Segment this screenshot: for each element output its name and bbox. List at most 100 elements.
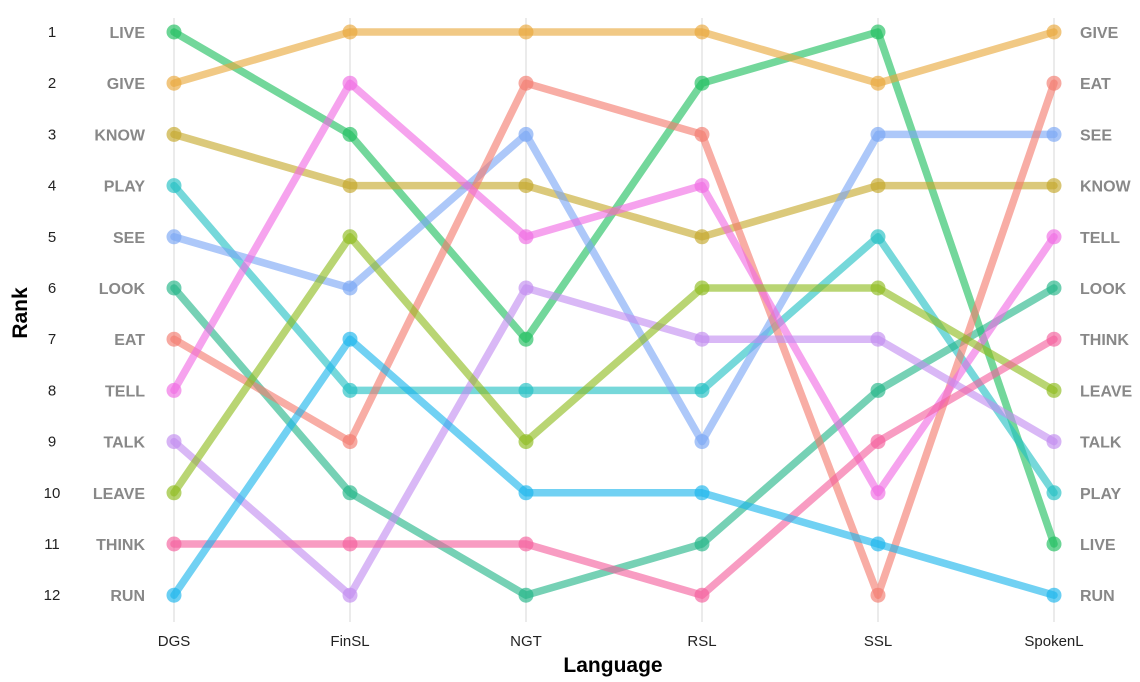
point-give-rsl <box>694 24 710 40</box>
left-label-see: SEE <box>113 230 145 247</box>
point-talk-rsl <box>694 331 710 347</box>
right-label-run: RUN <box>1080 588 1115 605</box>
point-think-ngt <box>518 536 534 552</box>
point-play-dgs <box>166 178 182 194</box>
x-tick-labels: DGS FinSL NGT RSL SSL SpokenL <box>158 633 1084 650</box>
left-label-give: GIVE <box>107 76 146 93</box>
right-label-leave: LEAVE <box>1080 383 1132 400</box>
left-label-talk: TALK <box>104 435 146 452</box>
grid-lines <box>173 18 1055 622</box>
right-label-tell: TELL <box>1080 230 1120 247</box>
left-word-labels: LIVE GIVE KNOW PLAY SEE LOOK EAT TELL TALK LEAVE T… <box>93 25 146 605</box>
point-run-ssl <box>870 536 886 552</box>
y-tick-1: 1 <box>48 24 56 41</box>
x-tick-rsl: RSL <box>687 633 716 650</box>
point-think-finsl <box>342 536 358 552</box>
point-know-dgs <box>166 126 182 142</box>
point-play-ssl <box>870 229 886 245</box>
point-eat-ngt <box>518 75 534 91</box>
point-give-ssl <box>870 75 886 91</box>
point-leave-spokenl <box>1046 382 1062 398</box>
left-label-tell: TELL <box>105 383 145 400</box>
point-know-finsl <box>342 178 358 194</box>
series-line-play <box>170 181 1058 497</box>
x-tick-spokenl: SpokenL <box>1024 633 1083 650</box>
right-label-eat: EAT <box>1080 76 1111 93</box>
point-run-rsl <box>694 485 710 501</box>
y-tick-4: 4 <box>48 178 56 195</box>
series-line-give <box>170 28 1058 87</box>
right-label-live: LIVE <box>1080 537 1116 554</box>
point-live-rsl <box>694 75 710 91</box>
y-tick-3: 3 <box>48 126 56 143</box>
point-talk-finsl <box>342 587 358 603</box>
point-tell-finsl <box>342 75 358 91</box>
point-play-ngt <box>518 382 534 398</box>
right-label-know: KNOW <box>1080 179 1132 196</box>
point-talk-ssl <box>870 331 886 347</box>
y-tick-5: 5 <box>48 229 56 246</box>
point-play-finsl <box>342 382 358 398</box>
point-leave-ssl <box>870 280 886 296</box>
point-eat-finsl <box>342 434 358 450</box>
y-tick-7: 7 <box>48 331 56 348</box>
point-think-rsl <box>694 587 710 603</box>
point-know-ssl <box>870 178 886 194</box>
point-think-spokenl <box>1046 331 1062 347</box>
point-see-rsl <box>694 434 710 450</box>
point-leave-dgs <box>166 485 182 501</box>
point-give-dgs <box>166 75 182 91</box>
point-look-dgs <box>166 280 182 296</box>
series-points <box>166 24 1062 603</box>
point-live-spokenl <box>1046 536 1062 552</box>
left-label-leave: LEAVE <box>93 486 145 503</box>
point-see-spokenl <box>1046 126 1062 142</box>
point-tell-spokenl <box>1046 229 1062 245</box>
point-run-finsl <box>342 331 358 347</box>
right-label-talk: TALK <box>1080 435 1122 452</box>
y-tick-8: 8 <box>48 382 56 399</box>
series-line-run <box>170 335 1058 599</box>
x-tick-ngt: NGT <box>510 633 542 650</box>
point-know-rsl <box>694 229 710 245</box>
point-know-ngt <box>518 178 534 194</box>
point-tell-ngt <box>518 229 534 245</box>
right-label-look: LOOK <box>1080 281 1127 298</box>
y-tick-9: 9 <box>48 434 56 451</box>
series-lines <box>170 28 1058 599</box>
point-talk-ngt <box>518 280 534 296</box>
y-tick-2: 2 <box>48 75 56 92</box>
point-live-ssl <box>870 24 886 40</box>
right-label-give: GIVE <box>1080 25 1119 42</box>
point-play-spokenl <box>1046 485 1062 501</box>
point-eat-spokenl <box>1046 75 1062 91</box>
left-label-think: THINK <box>96 537 145 554</box>
point-run-spokenl <box>1046 587 1062 603</box>
point-see-ssl <box>870 126 886 142</box>
series-line-eat <box>170 79 1058 599</box>
point-look-ngt <box>518 587 534 603</box>
left-label-play: PLAY <box>104 179 146 196</box>
point-give-ngt <box>518 24 534 40</box>
point-talk-spokenl <box>1046 434 1062 450</box>
right-label-think: THINK <box>1080 332 1129 349</box>
point-run-dgs <box>166 587 182 603</box>
left-label-run: RUN <box>110 588 145 605</box>
left-label-live: LIVE <box>109 25 145 42</box>
series-line-think <box>170 335 1058 599</box>
point-look-ssl <box>870 382 886 398</box>
y-axis-title: Rank <box>9 287 32 339</box>
point-play-rsl <box>694 382 710 398</box>
point-see-ngt <box>518 126 534 142</box>
point-eat-dgs <box>166 331 182 347</box>
y-tick-6: 6 <box>48 280 56 297</box>
point-look-finsl <box>342 485 358 501</box>
point-eat-rsl <box>694 126 710 142</box>
point-tell-ssl <box>870 485 886 501</box>
y-tick-10: 10 <box>44 485 61 502</box>
left-label-eat: EAT <box>114 332 145 349</box>
point-look-rsl <box>694 536 710 552</box>
series-line-leave <box>170 233 1058 497</box>
